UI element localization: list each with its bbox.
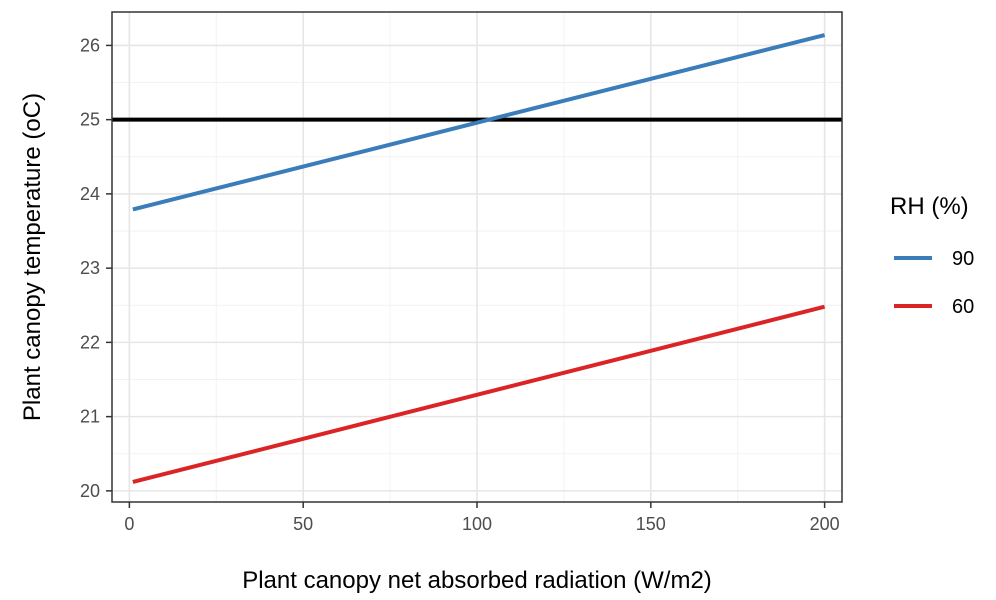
legend: RH (%) 90 60	[890, 193, 974, 318]
y-tick-label: 26	[80, 35, 100, 55]
y-axis-ticks: 20 21 22 23 24 25 26	[80, 35, 112, 501]
x-tick-label: 50	[293, 514, 313, 534]
legend-title: RH (%)	[890, 193, 969, 220]
y-tick-label: 21	[80, 407, 100, 427]
y-tick-label: 24	[80, 184, 100, 204]
x-tick-label: 0	[124, 514, 134, 534]
x-axis-ticks: 0 50 100 150 200	[124, 502, 840, 534]
legend-items: 90 60	[894, 248, 974, 318]
x-tick-label: 150	[636, 514, 666, 534]
series-line-90	[132, 33, 826, 212]
x-tick-label: 100	[462, 514, 492, 534]
legend-label-90: 90	[952, 248, 974, 270]
series-lines	[132, 33, 826, 484]
y-tick-label: 23	[80, 258, 100, 278]
y-tick-label: 20	[80, 481, 100, 501]
series-line-60	[132, 304, 826, 484]
x-axis-title: Plant canopy net absorbed radiation (W/m…	[242, 567, 712, 594]
legend-label-60: 60	[952, 296, 974, 318]
y-tick-label: 22	[80, 332, 100, 352]
y-axis-title: Plant canopy temperature (oC)	[19, 93, 46, 421]
major-gridlines	[112, 12, 842, 502]
x-tick-label: 200	[810, 514, 840, 534]
y-tick-label: 25	[80, 110, 100, 130]
